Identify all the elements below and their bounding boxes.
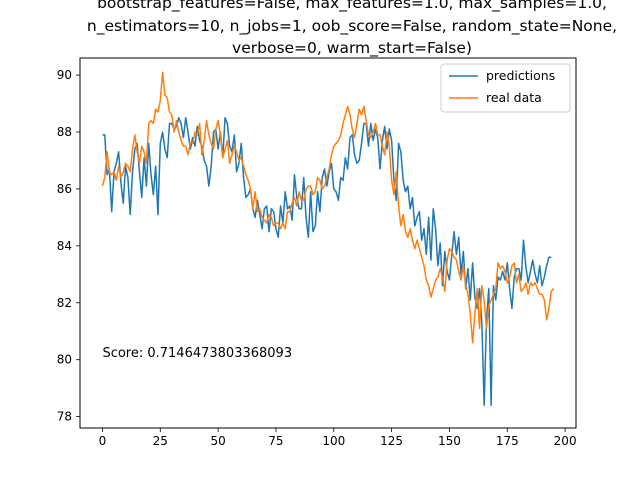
legend: predictions real data [440, 63, 571, 113]
legend-label-predictions: predictions [486, 68, 555, 83]
legend-label-real-data: real data [486, 90, 542, 105]
x-tick-label: 50 [210, 434, 225, 448]
x-tick-label: 150 [438, 434, 461, 448]
y-axis: 78 80 82 84 86 88 90 [57, 68, 80, 424]
series-line-real-data [101, 71, 555, 344]
y-tick-label: 86 [57, 182, 72, 196]
x-axis: 0 25 50 75 100 125 150 175 200 [99, 428, 577, 448]
chart-title: bootstrap_features=False, max_features=1… [87, 0, 617, 58]
y-tick-label: 84 [57, 239, 72, 253]
y-tick-label: 88 [57, 125, 72, 139]
plot-area-frame [79, 57, 577, 429]
title-line-3: verbose=0, warm_start=False) [232, 39, 472, 58]
x-tick-label: 200 [554, 434, 577, 448]
x-tick-label: 175 [496, 434, 519, 448]
title-line-1: bootstrap_features=False, max_features=1… [97, 0, 607, 13]
x-tick-label: 0 [99, 434, 107, 448]
x-tick-label: 25 [153, 434, 168, 448]
y-tick-label: 80 [57, 353, 72, 367]
score-annotation: Score: 0.7146473803368093 [102, 346, 292, 361]
y-tick-label: 78 [57, 410, 72, 424]
title-line-2: n_estimators=10, n_jobs=1, oob_score=Fal… [87, 17, 617, 36]
series-line-predictions [102, 117, 552, 406]
y-tick-label: 82 [57, 296, 72, 310]
x-tick-label: 75 [268, 434, 283, 448]
x-tick-label: 125 [380, 434, 403, 448]
series-layer [101, 71, 555, 406]
x-tick-label: 100 [322, 434, 345, 448]
y-tick-label: 90 [57, 68, 72, 82]
